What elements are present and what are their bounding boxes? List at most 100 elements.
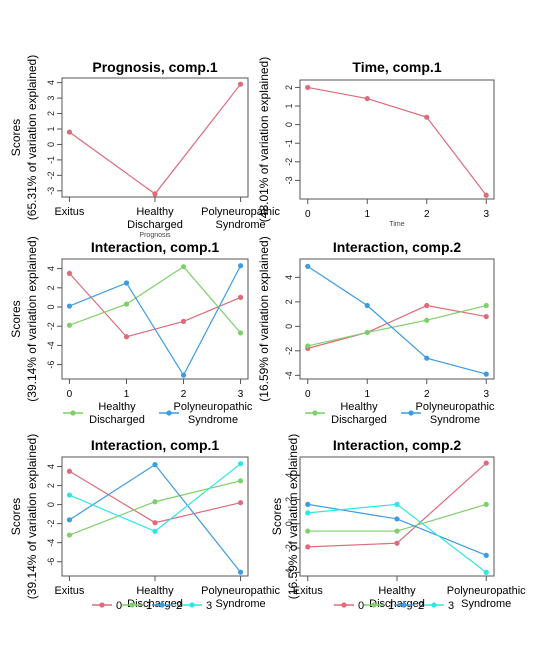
data-point-red [483, 192, 489, 198]
legend-label: Healthy Discharged [331, 401, 387, 426]
data-point-red [394, 540, 400, 546]
data-point-blue [364, 302, 370, 309]
x-tick-label: 3 [483, 389, 489, 400]
y-axis-label: Scores [9, 300, 23, 337]
y-tick-label: -2 [46, 171, 56, 179]
data-point-red [483, 460, 489, 466]
chart-panel-3: Interaction, comp.1 4 2 0 -2 -4 -6 Scores (39.14… [9, 236, 253, 426]
chart-title: Interaction, comp.2 [333, 437, 462, 453]
y-axis-sublabel: (16.59% of variation explained) [286, 434, 300, 599]
y-tick-label: 3 [46, 96, 56, 101]
chart-title: Interaction, comp.1 [91, 239, 220, 255]
y-tick-label: 0 [46, 142, 56, 147]
y-tick-label: 4 [284, 473, 294, 478]
legend-label: 1 [388, 600, 394, 612]
chart-title: Time, comp.1 [352, 59, 441, 75]
x-tick-label: Exitus [293, 585, 323, 597]
data-point-red [152, 191, 158, 197]
y-axis-sublabel: (48.01% of variation explained) [257, 57, 271, 222]
y-tick-label: -4 [284, 371, 294, 379]
legend-label: 0 [358, 600, 364, 612]
data-point-blue [123, 280, 130, 286]
data-point-red [424, 302, 430, 309]
data-point-green [305, 343, 311, 349]
x-tick-label: 1 [124, 389, 130, 400]
data-point-red [66, 468, 73, 474]
series-line-green [69, 265, 242, 334]
y-tick-label: 2 [46, 285, 56, 290]
plot-frame [61, 77, 249, 198]
data-point-green [180, 264, 187, 270]
x-tick-label: Healthy Discharged [369, 585, 425, 610]
x-tick-label: 3 [238, 389, 244, 400]
x-tick-label: Healthy Discharged [127, 206, 183, 231]
y-tick-label: -2 [46, 520, 56, 528]
y-tick-label: 1 [284, 104, 294, 109]
data-point-blue [483, 552, 489, 558]
data-point-green [364, 329, 370, 336]
series-line-green [69, 480, 241, 536]
x-tick-label: 0 [67, 389, 73, 400]
x-axis-label: Time [389, 221, 404, 228]
data-point-red [424, 114, 430, 120]
plot-frame [61, 258, 249, 380]
data-point-red [66, 129, 73, 135]
data-point-green [66, 322, 73, 328]
series-line-red [69, 83, 242, 195]
legend-label: 2 [418, 600, 424, 612]
x-tick-label: 2 [424, 389, 430, 400]
legend-label: Polyneuropathic Syndrome [416, 401, 495, 426]
y-tick-label: 0 [284, 122, 294, 127]
y-tick-label: -4 [46, 539, 56, 547]
x-tick-label: 0 [305, 389, 311, 400]
chart-panel-1: Prognosis, comp.1 4 3 2 1 0 -1 -2 -3 Scores (65.31… [9, 55, 280, 239]
y-tick-label: -2 [284, 158, 294, 166]
legend-label: Polyneuropathic Syndrome [174, 401, 253, 426]
data-point-green [394, 528, 400, 534]
data-point-cyan [483, 569, 489, 575]
legend: 0 1 2 3 [334, 600, 454, 612]
y-tick-label: -2 [284, 544, 294, 552]
data-point-green [123, 301, 130, 307]
data-point-red [180, 318, 187, 324]
series-line-green [307, 304, 487, 347]
data-point-blue [152, 462, 158, 468]
legend-marker-green [129, 602, 135, 608]
legend-label: 2 [176, 600, 182, 612]
legend: Healthy Discharged Polyneuropathic Syndrome [63, 401, 253, 426]
legend-label: 3 [206, 600, 212, 612]
x-tick-label: 2 [424, 209, 430, 220]
x-tick-label: Polyneuropathic Syndrome [201, 585, 280, 610]
data-point-green [152, 499, 158, 505]
y-tick-label: 0 [46, 304, 56, 309]
legend-marker-blue [408, 410, 414, 416]
data-point-blue [237, 263, 244, 269]
data-point-cyan [237, 461, 244, 467]
x-tick-label: 0 [305, 209, 311, 220]
chart-panel-6: Interaction, comp.2 4 2 0 -2 -4 Scores (16.59% … [270, 434, 526, 612]
chart-title: Prognosis, comp.1 [92, 59, 217, 75]
legend-label: 3 [448, 600, 454, 612]
data-point-red [305, 84, 311, 91]
y-tick-label: -2 [46, 322, 56, 330]
data-point-blue [237, 569, 244, 575]
y-tick-label: 2 [284, 497, 294, 502]
x-tick-label: 1 [364, 209, 370, 220]
y-axis-sublabel: (39.14% of variation explained) [25, 434, 39, 599]
data-point-green [237, 478, 244, 484]
y-tick-label: 1 [46, 126, 56, 131]
legend-marker-blue [159, 602, 165, 608]
data-point-blue [180, 372, 187, 378]
data-point-blue [483, 371, 489, 377]
y-tick-label: 2 [46, 483, 56, 488]
y-tick-label: -3 [46, 187, 56, 195]
data-point-green [483, 302, 489, 309]
y-tick-label: 4 [284, 275, 294, 280]
legend-marker-green [371, 602, 377, 608]
y-tick-label: 0 [284, 324, 294, 329]
legend-marker-cyan [189, 602, 195, 608]
y-axis-sublabel: (65.31% of variation explained) [25, 55, 39, 220]
y-tick-label: 2 [284, 85, 294, 90]
x-tick-label: 1 [364, 389, 370, 400]
